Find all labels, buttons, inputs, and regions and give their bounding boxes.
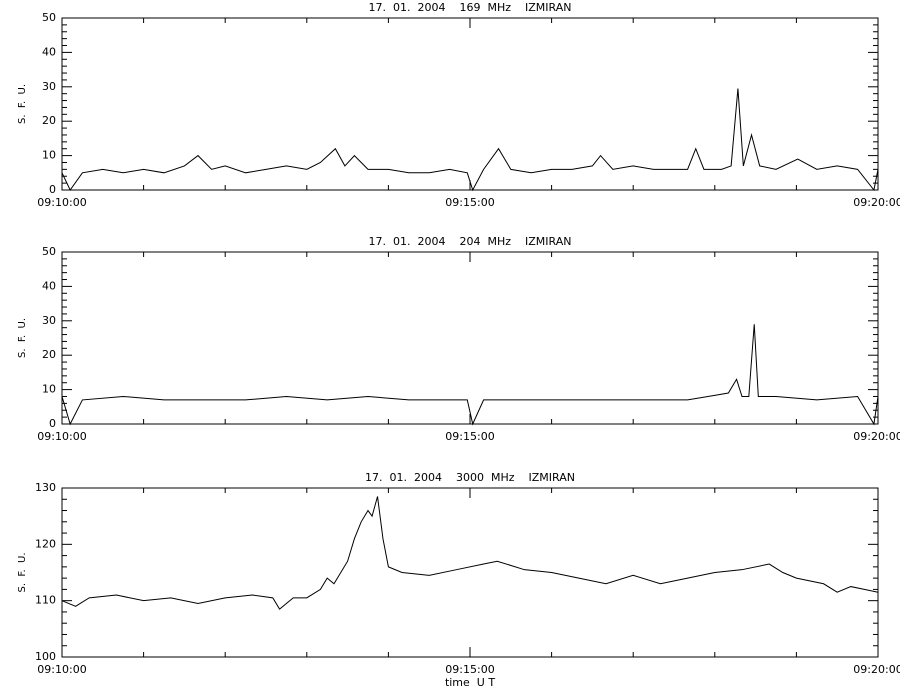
y-axis-label: S. F. U. — [17, 84, 28, 124]
y-tick-label: 0 — [49, 417, 56, 430]
y-tick-label: 30 — [42, 314, 56, 327]
y-tick-label: 50 — [42, 245, 56, 258]
panel-title: 17. 01. 2004 169 MHz IZMIRAN — [369, 1, 572, 14]
signal-line — [61, 324, 879, 426]
y-tick-label: 40 — [42, 279, 56, 292]
signal-line — [61, 88, 879, 192]
y-tick-label: 130 — [35, 481, 56, 494]
x-tick-label: 09:20:00 — [853, 430, 900, 443]
y-tick-label: 0 — [49, 183, 56, 196]
plot-frame — [61, 251, 879, 425]
plot-frame — [61, 487, 879, 658]
y-tick-label: 30 — [42, 80, 56, 93]
y-tick-label: 120 — [35, 537, 56, 550]
x-tick-label: 09:15:00 — [445, 430, 494, 443]
y-tick-label: 100 — [35, 650, 56, 663]
x-tick-label: 09:20:00 — [853, 663, 900, 676]
x-tick-label: 09:20:00 — [853, 196, 900, 209]
x-tick-label: 09:10:00 — [37, 196, 86, 209]
y-tick-label: 50 — [42, 11, 56, 24]
x-tick-label: 09:10:00 — [37, 430, 86, 443]
y-tick-label: 20 — [42, 348, 56, 361]
panel-title: 17. 01. 2004 3000 MHz IZMIRAN — [365, 471, 575, 484]
y-tick-label: 40 — [42, 45, 56, 58]
x-axis-label: time U T — [445, 676, 495, 689]
y-axis-label: S. F. U. — [17, 552, 28, 592]
plot-frame — [61, 17, 879, 191]
x-tick-label: 09:15:00 — [445, 196, 494, 209]
panel-title: 17. 01. 2004 204 MHz IZMIRAN — [369, 235, 572, 248]
y-tick-label: 10 — [42, 383, 56, 396]
y-tick-label: 20 — [42, 114, 56, 127]
y-axis-label: S. F. U. — [17, 318, 28, 358]
signal-line — [61, 496, 879, 610]
x-tick-label: 09:10:00 — [37, 663, 86, 676]
y-tick-label: 10 — [42, 149, 56, 162]
y-tick-label: 110 — [35, 594, 56, 607]
x-tick-label: 09:15:00 — [445, 663, 494, 676]
